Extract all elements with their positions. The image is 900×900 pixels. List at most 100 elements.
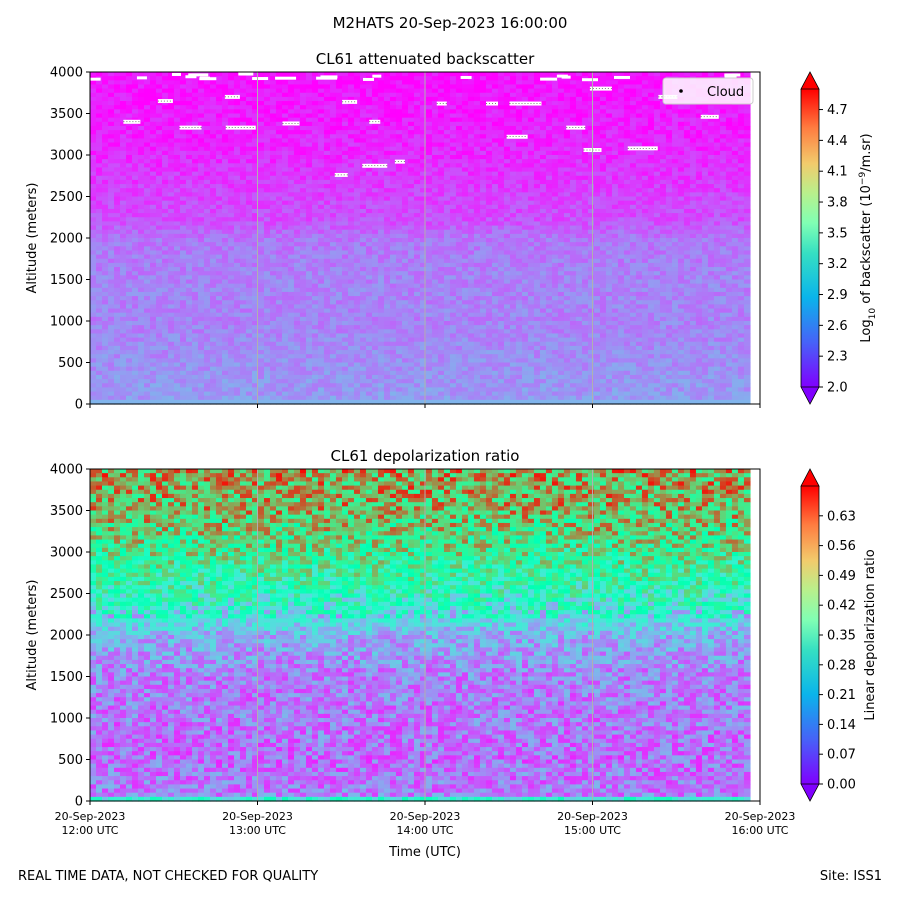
heatmap-cell	[108, 118, 115, 123]
heatmap-cell	[258, 89, 265, 94]
heatmap-cell	[708, 209, 715, 214]
heatmap-cell	[180, 246, 187, 251]
heatmap-cell	[198, 184, 205, 189]
heatmap-cell	[714, 188, 721, 193]
heatmap-cell	[282, 134, 289, 139]
heatmap-cell	[666, 221, 673, 226]
heatmap-cell	[156, 250, 163, 255]
heatmap-cell	[90, 138, 97, 143]
heatmap-cell	[210, 259, 217, 264]
heatmap-cell	[672, 114, 679, 119]
heatmap-cell	[210, 93, 217, 98]
heatmap-cell	[132, 159, 139, 164]
heatmap-cell	[732, 197, 739, 202]
heatmap-cell	[570, 197, 577, 202]
heatmap-cell	[744, 197, 751, 202]
heatmap-cell	[702, 250, 709, 255]
heatmap-cell	[96, 192, 103, 197]
heatmap-cell	[642, 205, 649, 210]
heatmap-cell	[738, 184, 745, 189]
heatmap-cell	[204, 205, 211, 210]
heatmap-cell	[192, 114, 199, 119]
heatmap-cell	[588, 126, 595, 131]
heatmap-cell	[354, 209, 361, 214]
heatmap-cell	[264, 109, 271, 114]
heatmap-cell	[132, 93, 139, 98]
heatmap-cell	[96, 151, 103, 156]
heatmap-cell	[504, 163, 511, 168]
heatmap-cell	[300, 259, 307, 264]
heatmap-cell	[504, 155, 511, 160]
heatmap-cell	[216, 192, 223, 197]
heatmap-cell	[702, 213, 709, 218]
heatmap-cell	[678, 184, 685, 189]
heatmap-cell	[186, 259, 193, 264]
heatmap-cell	[258, 201, 265, 206]
heatmap-cell	[330, 97, 337, 102]
heatmap-cell	[402, 167, 409, 172]
heatmap-cell	[660, 197, 667, 202]
heatmap-cell	[384, 213, 391, 218]
heatmap-cell	[258, 250, 265, 255]
heatmap-cell	[342, 122, 349, 127]
heatmap-cell	[348, 147, 355, 152]
heatmap-cell	[330, 163, 337, 168]
heatmap-cell	[306, 201, 313, 206]
heatmap-cell	[648, 184, 655, 189]
heatmap-cell	[708, 250, 715, 255]
heatmap-cell	[498, 246, 505, 251]
heatmap-cell	[198, 89, 205, 94]
heatmap-cell	[294, 188, 301, 193]
heatmap-cell	[492, 242, 499, 247]
heatmap-cell	[702, 105, 709, 110]
heatmap-cell	[726, 217, 733, 222]
heatmap-cell	[306, 209, 313, 214]
heatmap-cell	[294, 89, 301, 94]
heatmap-cell	[204, 221, 211, 226]
heatmap-cell	[648, 89, 655, 94]
heatmap-cell	[378, 114, 385, 119]
heatmap-cell	[540, 151, 547, 156]
heatmap-cell	[90, 122, 97, 127]
heatmap-cell	[90, 180, 97, 185]
heatmap-cell	[432, 143, 439, 148]
heatmap-cell	[378, 105, 385, 110]
heatmap-cell	[456, 188, 463, 193]
heatmap-cell	[96, 250, 103, 255]
heatmap-cell	[600, 176, 607, 181]
heatmap-cell	[270, 217, 277, 222]
heatmap-cell	[258, 130, 265, 135]
heatmap-cell	[612, 89, 619, 94]
heatmap-cell	[234, 89, 241, 94]
heatmap-cell	[720, 201, 727, 206]
heatmap-cell	[468, 138, 475, 143]
heatmap-cell	[744, 221, 751, 226]
heatmap-cell	[588, 138, 595, 143]
heatmap-cell	[360, 89, 367, 94]
heatmap-cell	[612, 138, 619, 143]
heatmap-cell	[384, 188, 391, 193]
heatmap-cell	[516, 197, 523, 202]
heatmap-cell	[636, 246, 643, 251]
heatmap-cell	[372, 246, 379, 251]
heatmap-cell	[198, 221, 205, 226]
heatmap-cell	[168, 205, 175, 210]
heatmap-cell	[174, 130, 181, 135]
heatmap-cell	[672, 238, 679, 243]
heatmap-cell	[480, 122, 487, 127]
heatmap-cell	[420, 197, 427, 202]
heatmap-cell	[714, 138, 721, 143]
heatmap-cell	[234, 109, 241, 114]
heatmap-cell	[612, 105, 619, 110]
heatmap-cell	[258, 122, 265, 127]
heatmap-cell	[246, 205, 253, 210]
heatmap-cell	[168, 163, 175, 168]
heatmap-cell	[90, 238, 97, 243]
heatmap-cell	[450, 250, 457, 255]
heatmap-cell	[558, 217, 565, 222]
heatmap-cell	[90, 147, 97, 152]
heatmap-cell	[306, 259, 313, 264]
heatmap-cell	[498, 184, 505, 189]
heatmap-cell	[264, 126, 271, 131]
heatmap-cell	[342, 250, 349, 255]
